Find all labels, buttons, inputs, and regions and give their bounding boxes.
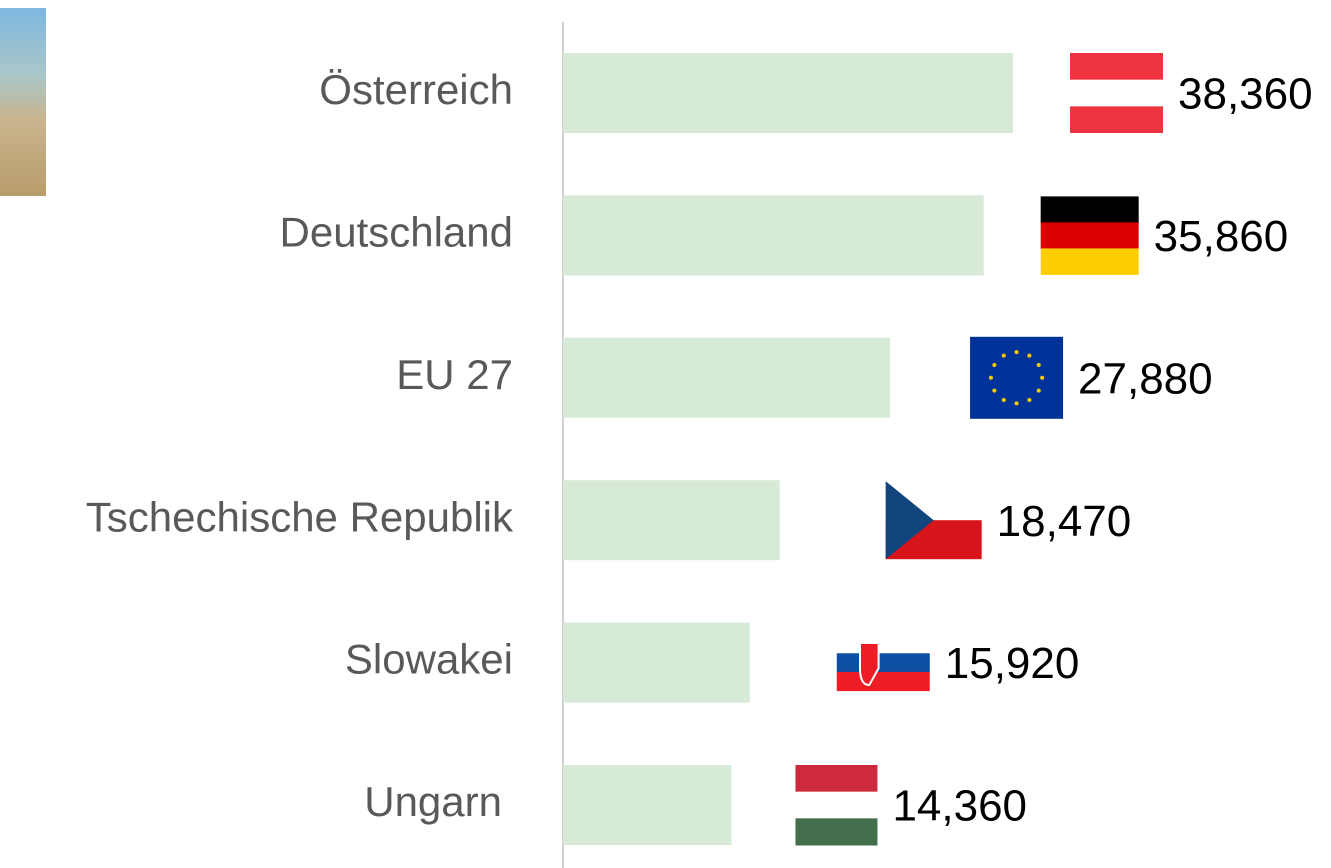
flag-star [1014, 350, 1019, 355]
bar [563, 195, 984, 276]
value-label: 15,920 [945, 639, 1080, 688]
photo [0, 8, 46, 196]
flag-stripe [795, 818, 878, 846]
bar [563, 765, 732, 845]
flag-stripe [1040, 222, 1139, 249]
flag-star [988, 375, 993, 380]
flag-stripe [795, 765, 878, 793]
flag-stripe [836, 653, 930, 673]
flag [795, 765, 878, 846]
category-label: Ungarn [364, 778, 502, 825]
flag-star [1036, 388, 1041, 393]
flag-star [1036, 362, 1041, 367]
value-label: 35,860 [1154, 212, 1289, 261]
flag [1040, 196, 1139, 275]
flag-star [1001, 397, 1006, 402]
flag [836, 634, 930, 692]
flag-star [1040, 375, 1045, 380]
flag-stripe [836, 671, 930, 692]
flag-star [1027, 397, 1032, 402]
category-label: EU 27 [396, 351, 513, 398]
flag-stripe [1040, 248, 1139, 275]
bar [563, 480, 780, 561]
flag [970, 336, 1064, 419]
flag-star [992, 388, 997, 393]
flag [885, 481, 982, 560]
bar [563, 622, 750, 703]
bar [563, 337, 891, 418]
bar [563, 53, 1013, 133]
value-label: 14,360 [892, 782, 1027, 831]
value-label: 18,470 [997, 497, 1132, 546]
flag-star [992, 362, 997, 367]
flag-star [1014, 401, 1019, 406]
flag-stripe [795, 791, 878, 819]
flag-star [1001, 353, 1006, 358]
category-label: Slowakei [345, 636, 513, 683]
category-label: Österreich [319, 66, 513, 113]
flag-triangle [885, 481, 934, 560]
category-label: Deutschland [280, 208, 513, 255]
value-label: 38,360 [1178, 70, 1313, 119]
flag-stripe [1040, 196, 1139, 223]
flag-star [1027, 353, 1032, 358]
flag-stripe [1070, 79, 1163, 107]
value-label: 27,880 [1078, 354, 1213, 403]
category-label: Tschechische Republik [86, 493, 514, 540]
flag-stripe [836, 634, 930, 654]
flag-shield [859, 641, 880, 687]
flag [1070, 53, 1163, 133]
flag-field [970, 336, 1064, 419]
